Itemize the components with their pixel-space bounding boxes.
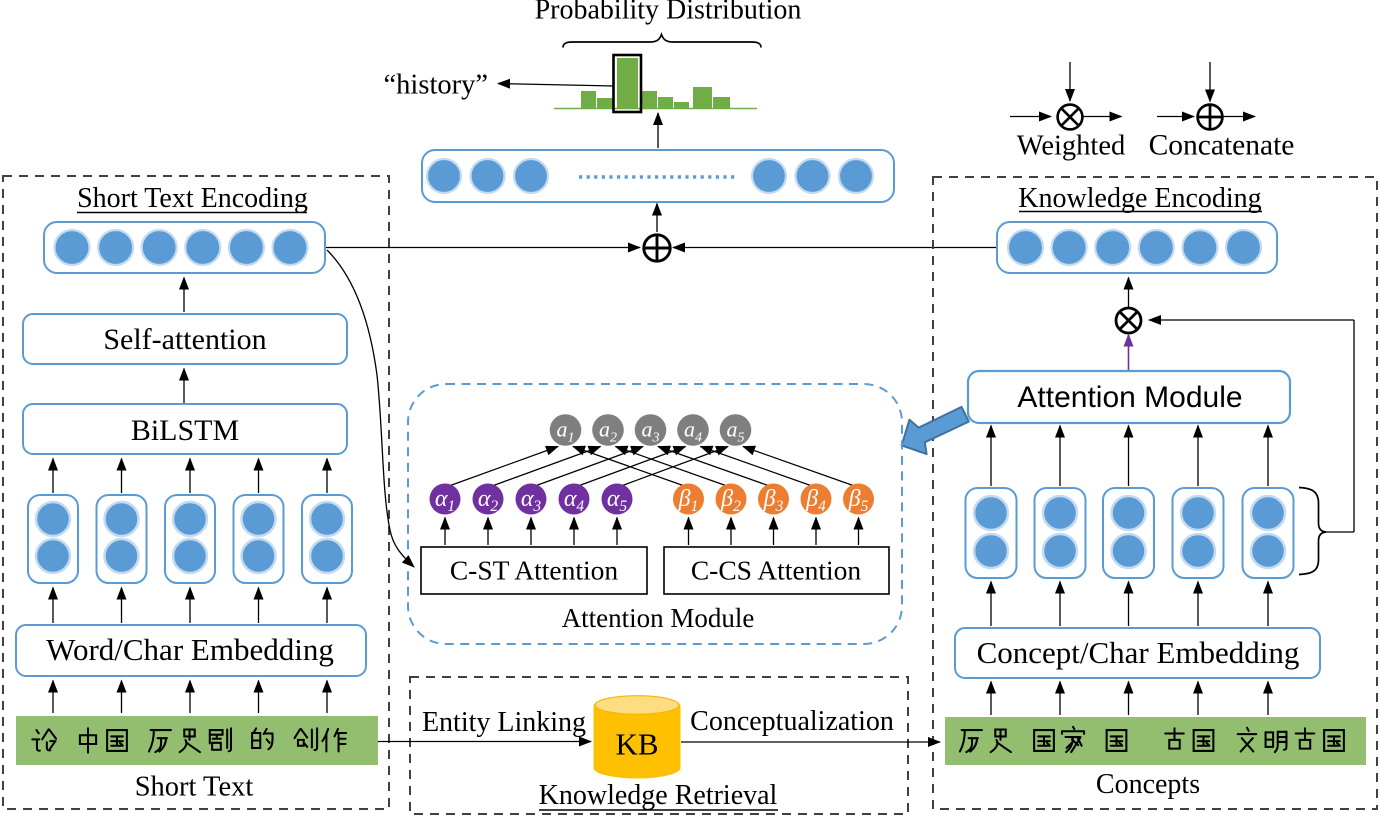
svg-text:C-ST Attention: C-ST Attention (450, 555, 619, 586)
svg-text:Attention Module: Attention Module (1017, 381, 1242, 414)
svg-text:Weighted: Weighted (1017, 131, 1126, 162)
svg-text:Short Text Encoding: Short Text Encoding (77, 183, 308, 214)
svg-text:Knowledge Encoding: Knowledge Encoding (1018, 183, 1261, 214)
svg-text:Concatenate: Concatenate (1149, 130, 1295, 162)
svg-text:KB: KB (615, 727, 658, 762)
svg-text:“history”: “history” (384, 70, 488, 101)
svg-text:Self-attention: Self-attention (103, 323, 266, 356)
svg-text:C-CS Attention: C-CS Attention (691, 555, 862, 586)
svg-text:Probability Distribution: Probability Distribution (535, 0, 802, 26)
svg-text:Attention Module: Attention Module (562, 603, 755, 633)
svg-text:Conceptualization: Conceptualization (690, 706, 894, 737)
svg-text:Concepts: Concepts (1096, 769, 1200, 800)
svg-text:Word/Char Embedding: Word/Char Embedding (46, 632, 334, 667)
svg-text:Entity Linking: Entity Linking (422, 707, 586, 738)
svg-text:Short Text: Short Text (135, 772, 254, 803)
svg-text:Knowledge Retrieval: Knowledge Retrieval (539, 780, 778, 811)
svg-text:BiLSTM: BiLSTM (131, 414, 239, 447)
svg-text:Concept/Char Embedding: Concept/Char Embedding (977, 635, 1300, 670)
